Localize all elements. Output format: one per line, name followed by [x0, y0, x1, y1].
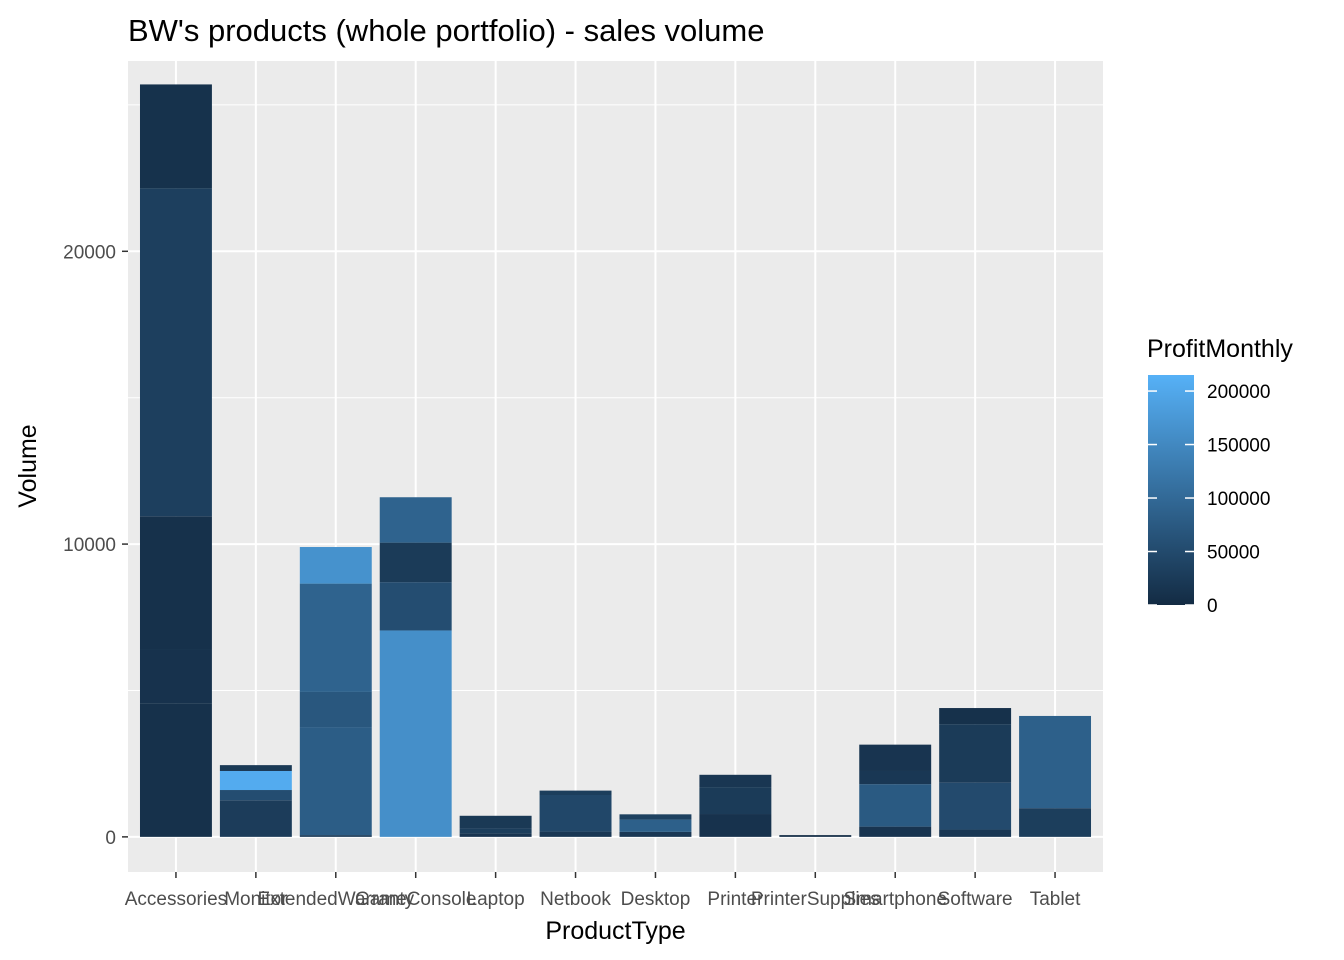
bar-segment — [459, 828, 532, 834]
bar-segment — [859, 770, 932, 785]
x-tick-label: Netbook — [540, 889, 611, 910]
bar-segment — [859, 826, 932, 837]
legend-title: ProfitMonthly — [1147, 335, 1293, 363]
x-tick-label: Monitor — [224, 889, 288, 910]
bar-segment — [619, 814, 692, 820]
bar-segment — [379, 582, 452, 631]
bar-segment — [539, 831, 612, 837]
x-tick-label: Laptop — [467, 889, 525, 910]
x-tick-label: ExtendedWarranty — [257, 889, 414, 910]
bar-segment — [139, 649, 212, 704]
bar-segment — [619, 819, 692, 832]
bar-segment — [139, 516, 212, 650]
chart-title: BW's products (whole portfolio) - sales … — [128, 13, 764, 48]
bar-segment — [939, 724, 1012, 783]
bar-segment — [139, 188, 212, 517]
y-tick-label: 20000 — [63, 242, 116, 263]
bar-segment — [299, 727, 372, 836]
x-tick-label: Software — [938, 889, 1013, 910]
bar-segment — [299, 583, 372, 692]
x-axis-title: ProductType — [545, 917, 685, 945]
x-tick-label: Smartphone — [843, 889, 947, 910]
x-tick-label: Accessories — [125, 889, 227, 910]
bar-segment — [859, 784, 932, 827]
bar-segment — [779, 835, 852, 837]
x-axis: AccessoriesMonitorExtendedWarrantyGameCo… — [125, 872, 1081, 910]
bar-segment — [859, 744, 932, 771]
bar-segment — [939, 829, 1012, 837]
legend-colorbar — [1148, 375, 1194, 605]
y-axis: 0 10000 20000 — [63, 242, 128, 849]
y-tick-label: 10000 — [63, 535, 116, 556]
bar-segment — [139, 84, 212, 189]
x-tick-label: PrinterSupplies — [751, 889, 880, 910]
x-tick-label: Desktop — [621, 889, 691, 910]
minor-gridlines — [128, 104, 1103, 691]
bar-segment — [379, 497, 452, 543]
bar-segment — [379, 542, 452, 583]
legend-tick-label: 0 — [1207, 596, 1218, 617]
bars — [139, 84, 1092, 837]
bar-segment — [699, 814, 772, 837]
bar-segment — [699, 787, 772, 815]
x-tick-label: Tablet — [1030, 889, 1081, 910]
legend-ticks: 0 50000 100000 150000 200000 — [1148, 382, 1270, 617]
bar-segment — [539, 790, 612, 795]
bar-segment — [299, 835, 372, 837]
bar-segment — [299, 547, 372, 584]
bar-segment — [219, 800, 292, 837]
bar-segment — [619, 831, 692, 837]
bar-segment — [219, 770, 292, 791]
bar-segment — [299, 691, 372, 728]
y-tick-label: 0 — [105, 828, 116, 849]
bar-segment — [219, 765, 292, 771]
legend-tick-label: 100000 — [1207, 489, 1270, 510]
bar-segment — [379, 630, 452, 837]
y-axis-title: Volume — [14, 424, 42, 507]
bar-segment — [939, 782, 1012, 830]
bar-segment — [139, 703, 212, 837]
bar-segment — [699, 774, 772, 788]
legend-tick-label: 200000 — [1207, 382, 1270, 403]
bar-segment — [1019, 715, 1092, 809]
bar-segment — [459, 833, 532, 837]
legend-tick-label: 50000 — [1207, 543, 1260, 564]
bar-segment — [219, 790, 292, 801]
bar-segment — [1019, 808, 1092, 837]
x-tick-label: GameConsole — [355, 889, 476, 910]
bar-segment — [939, 708, 1012, 725]
legend-tick-label: 150000 — [1207, 436, 1270, 457]
bar-segment — [459, 815, 532, 829]
bar-segment — [539, 794, 612, 832]
x-tick-label: Printer — [707, 889, 764, 910]
